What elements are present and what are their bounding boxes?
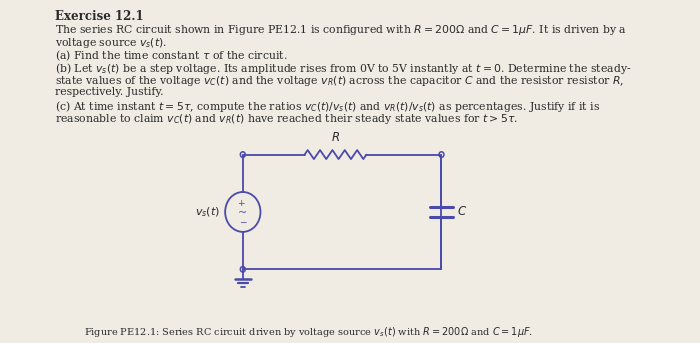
Text: voltage source $v_s(t)$.: voltage source $v_s(t)$.: [55, 36, 167, 49]
Text: Exercise 12.1: Exercise 12.1: [55, 10, 144, 23]
Text: $R$: $R$: [331, 131, 340, 144]
Text: respectively. Justify.: respectively. Justify.: [55, 86, 163, 97]
Text: ~: ~: [238, 208, 247, 218]
Text: $v_s(t)$: $v_s(t)$: [195, 205, 220, 219]
Text: +: +: [237, 199, 245, 208]
Text: state values of the voltage $v_C(t)$ and the voltage $v_R(t)$ across the capacit: state values of the voltage $v_C(t)$ and…: [55, 74, 624, 88]
Text: $C$: $C$: [457, 205, 468, 218]
Text: (b) Let $v_s(t)$ be a step voltage. Its amplitude rises from 0V to 5V instantly : (b) Let $v_s(t)$ be a step voltage. Its …: [55, 61, 631, 76]
Text: reasonable to claim $v_C(t)$ and $v_R(t)$ have reached their steady state values: reasonable to claim $v_C(t)$ and $v_R(t)…: [55, 112, 518, 126]
Text: Figure PE12.1: Series RC circuit driven by voltage source $v_s(t)$ with $R = 200: Figure PE12.1: Series RC circuit driven …: [85, 325, 533, 339]
Text: (a) Find the time constant $\tau$ of the circuit.: (a) Find the time constant $\tau$ of the…: [55, 48, 287, 63]
Text: The series RC circuit shown in Figure PE12.1 is configured with $R = 200\Omega$ : The series RC circuit shown in Figure PE…: [55, 23, 627, 37]
Text: −: −: [239, 217, 246, 226]
Text: (c) At time instant $t = 5\tau$, compute the ratios $v_C(t)/v_s(t)$ and $v_R(t)/: (c) At time instant $t = 5\tau$, compute…: [55, 99, 600, 114]
